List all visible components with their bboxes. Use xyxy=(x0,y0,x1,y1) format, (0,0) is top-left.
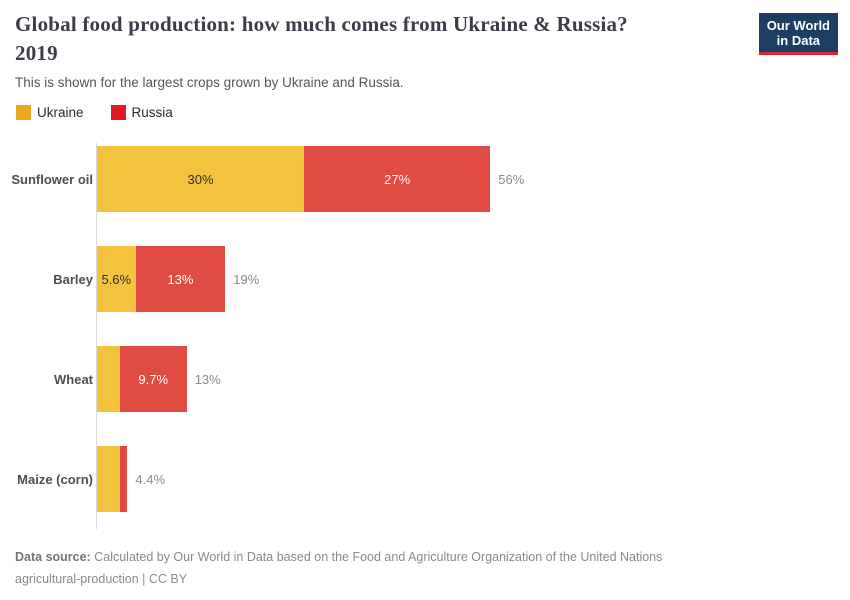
bar-value-label: 9.7% xyxy=(138,371,169,387)
bar-segment-ukraine[interactable]: 30% xyxy=(97,146,304,212)
bar-stack: 9.7% xyxy=(97,346,187,412)
legend-label-ukraine: Ukraine xyxy=(37,105,84,120)
chart-title: Global food production: how much comes f… xyxy=(15,10,745,68)
bar-segment-russia[interactable]: 27% xyxy=(304,146,491,212)
bar-row-barley: Barley 5.6% 13% 19% xyxy=(0,246,850,312)
category-label: Barley xyxy=(53,271,93,287)
bar-row-wheat: Wheat 9.7% 13% xyxy=(0,346,850,412)
ukraine-swatch-icon xyxy=(16,105,31,120)
owid-logo-line1: Our World xyxy=(766,18,830,33)
category-label: Maize (corn) xyxy=(17,471,93,487)
owid-logo-line2: in Data xyxy=(776,33,821,48)
legend-item-ukraine[interactable]: Ukraine xyxy=(16,105,84,120)
bar-value-label: 5.6% xyxy=(101,271,132,287)
data-source-text: Calculated by Our World in Data based on… xyxy=(94,550,663,564)
footer-line1: Data source: Calculated by Our World in … xyxy=(15,546,735,568)
russia-swatch-icon xyxy=(110,105,126,120)
bar-total-label: 56% xyxy=(498,171,525,187)
bar-value-label: 30% xyxy=(187,171,214,187)
category-label: Sunflower oil xyxy=(11,171,93,187)
bar-total-label: 4.4% xyxy=(135,471,166,487)
bar-stack: 5.6% 13% xyxy=(97,246,226,312)
chart-subtitle: This is shown for the largest crops grow… xyxy=(15,75,404,90)
legend-item-russia[interactable]: Russia xyxy=(110,105,173,120)
owid-logo[interactable]: Our World in Data xyxy=(758,13,838,55)
stacked-bar-chart: Sunflower oil 30% 27% 56% Barley 5.6% 13% 19% Wh… xyxy=(0,143,850,529)
bar-stack: 30% 27% xyxy=(97,146,491,212)
bar-segment-russia[interactable]: 9.7% xyxy=(119,346,187,412)
bar-segment-ukraine[interactable]: 5.6% xyxy=(97,246,136,312)
bar-segment-russia[interactable] xyxy=(119,446,128,512)
bar-row-sunflower-oil: Sunflower oil 30% 27% 56% xyxy=(0,146,850,212)
legend-label-russia: Russia xyxy=(131,105,173,120)
bar-row-maize-corn: Maize (corn) 4.4% xyxy=(0,446,850,512)
chart-title-line1: Global food production: how much comes f… xyxy=(15,12,628,36)
footer-line2: agricultural-production | CC BY xyxy=(15,572,188,586)
footer-note: Data source: Calculated by Our World in … xyxy=(15,546,735,590)
category-label: Wheat xyxy=(54,371,93,387)
legend: Ukraine Russia xyxy=(16,105,173,120)
bar-segment-ukraine[interactable] xyxy=(97,446,120,512)
data-source-label: Data source: xyxy=(15,550,91,564)
bar-segment-ukraine[interactable] xyxy=(97,346,120,412)
chart-title-year: 2019 xyxy=(15,41,58,65)
bar-total-label: 13% xyxy=(194,371,221,387)
bar-value-label: 27% xyxy=(384,171,411,187)
bar-stack xyxy=(97,446,128,512)
bar-segment-russia[interactable]: 13% xyxy=(135,246,226,312)
y-axis-line xyxy=(96,143,97,529)
bar-value-label: 13% xyxy=(167,271,194,287)
bar-total-label: 19% xyxy=(233,271,260,287)
